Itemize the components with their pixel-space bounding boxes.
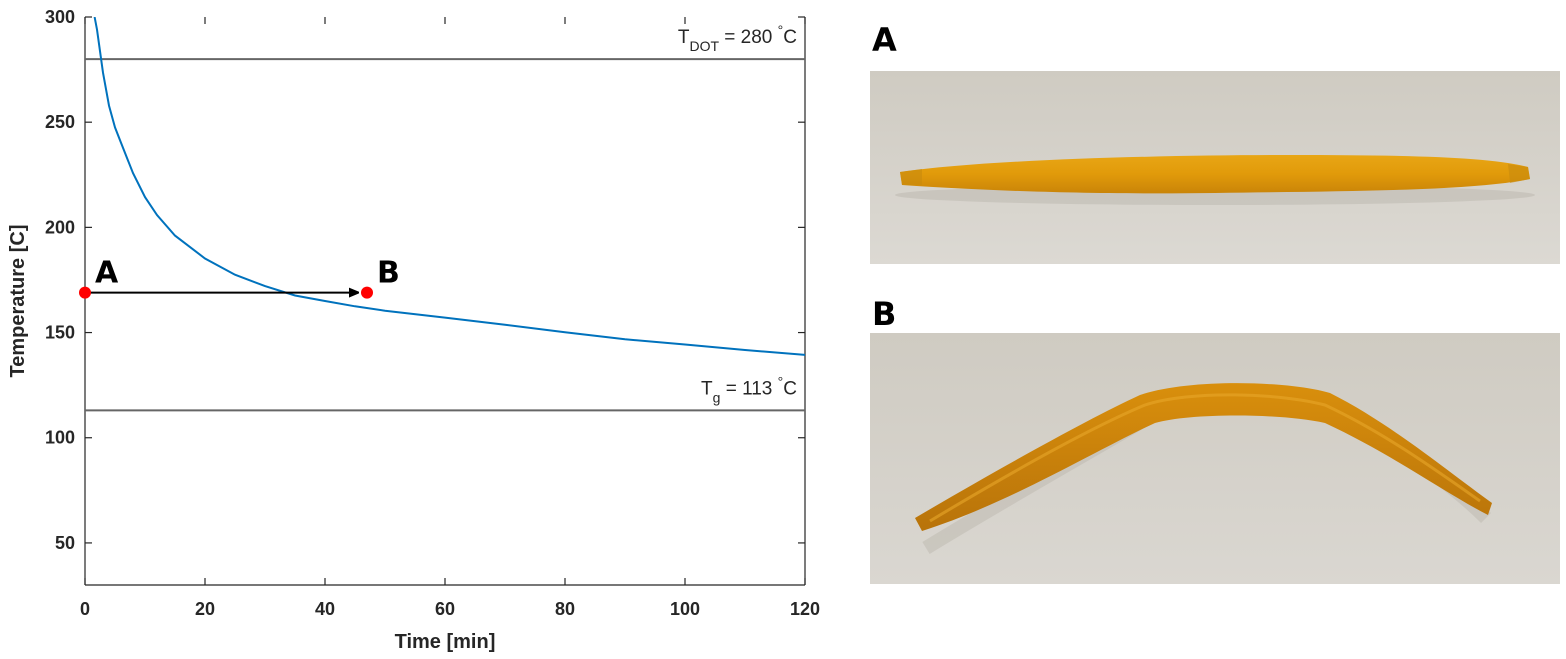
- point-label-a: A: [95, 256, 119, 291]
- y-axis-title: Temperature [C]: [7, 225, 29, 378]
- photo-b-bent-sample: [870, 333, 1560, 584]
- x-tick-label: 120: [790, 599, 820, 619]
- photo-a-label: A: [872, 21, 897, 59]
- y-tick-label: 200: [45, 217, 75, 237]
- point-a: [79, 286, 91, 299]
- y-tick-label: 300: [45, 7, 75, 27]
- reference-line-label: Tg = 113 °C: [701, 373, 797, 405]
- x-axis-title: Time [min]: [395, 631, 496, 653]
- y-tick-label: 100: [45, 428, 75, 448]
- y-tick-label: 250: [45, 112, 75, 132]
- x-tick-label: 100: [670, 599, 700, 619]
- y-tick-label: 150: [45, 323, 75, 343]
- x-tick-label: 20: [195, 599, 215, 619]
- point-b: [361, 286, 373, 299]
- x-tick-label: 80: [555, 599, 575, 619]
- x-tick-label: 0: [80, 599, 90, 619]
- curve-series-line: [93, 17, 805, 356]
- temperature-time-chart: 0 20 40 60 80 100 120 50 100 150 200 250 300 Time [mi…: [7, 7, 820, 653]
- x-tick-label: 40: [315, 599, 335, 619]
- y-tick-label: 50: [55, 533, 75, 553]
- photo-a-straight-sample: [870, 71, 1560, 264]
- reference-line-label: TDOT = 280 °C: [678, 22, 797, 54]
- photo-b-label: B: [872, 295, 897, 333]
- x-tick-label: 60: [435, 599, 455, 619]
- point-label-b: B: [377, 256, 400, 291]
